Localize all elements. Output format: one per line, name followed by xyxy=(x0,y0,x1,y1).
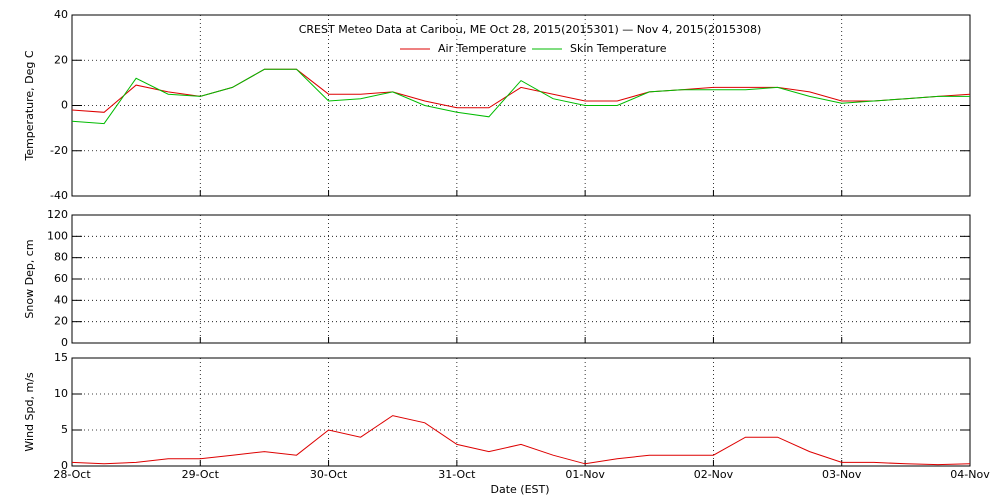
x-tick-label: 01-Nov xyxy=(565,468,605,481)
y-tick-label: 40 xyxy=(54,8,68,21)
y-tick-label: 60 xyxy=(54,272,68,285)
data-line xyxy=(71,415,971,466)
x-axis-label: Date (EST) xyxy=(490,483,549,496)
y-tick-label: 15 xyxy=(54,351,68,364)
y-tick-label: 0 xyxy=(61,99,68,112)
y-axis-label: Wind Spd, m/s xyxy=(23,372,36,452)
x-tick-label: 03-Nov xyxy=(822,468,862,481)
plot-frame xyxy=(71,357,971,467)
y-tick-label: -40 xyxy=(50,189,68,202)
y-tick-label: 20 xyxy=(54,315,68,328)
x-tick-label: 30-Oct xyxy=(310,468,348,481)
y-axis-label: Temperature, Deg C xyxy=(23,50,36,161)
x-tick-label: 02-Nov xyxy=(694,468,734,481)
y-tick-label: 120 xyxy=(47,208,68,221)
x-tick-label: 31-Oct xyxy=(438,468,476,481)
y-tick-label: 40 xyxy=(54,293,68,306)
y-axis-label: Snow Dep, cm xyxy=(23,239,36,318)
y-tick-label: 0 xyxy=(61,336,68,349)
data-line xyxy=(71,68,970,125)
x-tick-label: 28-Oct xyxy=(53,468,91,481)
chart-title: CREST Meteo Data at Caribou, ME Oct 28, … xyxy=(299,23,762,36)
x-tick-label: 29-Oct xyxy=(182,468,220,481)
y-tick-label: 80 xyxy=(54,251,68,264)
x-tick-label: 04-Nov xyxy=(950,468,990,481)
y-tick-label: 5 xyxy=(61,423,68,436)
legend-label: Skin Temperature xyxy=(570,42,667,55)
y-tick-label: 0 xyxy=(61,459,68,472)
y-tick-label: -20 xyxy=(50,144,68,157)
y-tick-label: 20 xyxy=(54,53,68,66)
y-tick-label: 100 xyxy=(47,229,68,242)
y-tick-label: 10 xyxy=(54,387,68,400)
legend-label: Air Temperature xyxy=(438,42,527,55)
